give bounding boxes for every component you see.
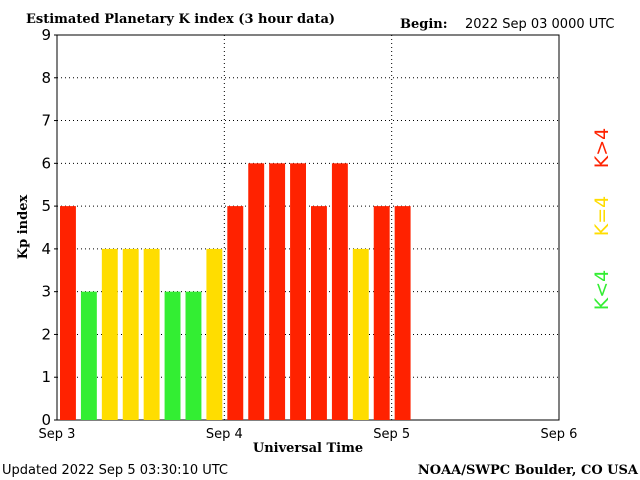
plot-frame: [56, 34, 560, 421]
x-tick-label: Sep 3: [39, 427, 76, 442]
legend-high: K>4: [591, 128, 613, 168]
kp-bar: [373, 206, 390, 420]
legend-low: K<4: [591, 270, 613, 310]
kp-bar: [331, 163, 348, 421]
y-tick-label: 7: [41, 112, 51, 130]
bars-group: [60, 163, 411, 421]
kp-bar: [352, 248, 369, 420]
x-tick-labels: Sep 3 Sep 4 Sep 5 Sep 6: [39, 427, 578, 442]
kp-bar: [185, 291, 202, 420]
kp-bar: [60, 206, 76, 420]
y-tick-label: 5: [41, 197, 51, 215]
y-tick-label: 4: [41, 240, 51, 258]
kp-bar: [164, 291, 181, 420]
y-tick-label: 1: [41, 368, 51, 386]
y-tick-label: 8: [41, 69, 51, 87]
y-axis-label: Kp index: [16, 195, 31, 260]
kp-bar: [311, 206, 327, 420]
kp-bar: [80, 291, 97, 420]
begin-value: 2022 Sep 03 0000 UTC: [465, 17, 615, 32]
kp-bar: [101, 248, 118, 420]
x-tick-label: Sep 6: [541, 427, 578, 442]
y-tick-label: 6: [41, 154, 51, 172]
source-credit: NOAA/SWPC Boulder, CO USA: [418, 463, 639, 478]
kp-bar: [122, 248, 139, 420]
kp-bar: [206, 248, 223, 420]
y-tick-labels: 0 1 2 3 4 5 6 7 8 9: [41, 26, 57, 429]
kp-bar: [143, 248, 160, 420]
y-tick-label: 3: [41, 283, 51, 301]
kp-bar: [248, 163, 265, 421]
kp-bar: [394, 206, 411, 420]
chart-title: Estimated Planetary K index (3 hour data…: [26, 12, 335, 27]
y-tick-label: 0: [41, 411, 51, 429]
kp-bar: [269, 163, 286, 421]
x-tick-label: Sep 4: [206, 427, 243, 442]
grid-lines: [57, 34, 559, 420]
legend-mid: K=4: [591, 196, 613, 236]
updated-timestamp: Updated 2022 Sep 5 03:30:10 UTC: [2, 463, 228, 478]
x-axis-label: Universal Time: [253, 441, 363, 456]
begin-label: Begin:: [400, 17, 448, 32]
y-tick-label: 2: [41, 325, 51, 343]
kp-bar: [227, 206, 244, 420]
kp-bar: [290, 163, 306, 421]
y-tick-label: 9: [41, 26, 51, 44]
x-tick-label: Sep 5: [373, 427, 410, 442]
